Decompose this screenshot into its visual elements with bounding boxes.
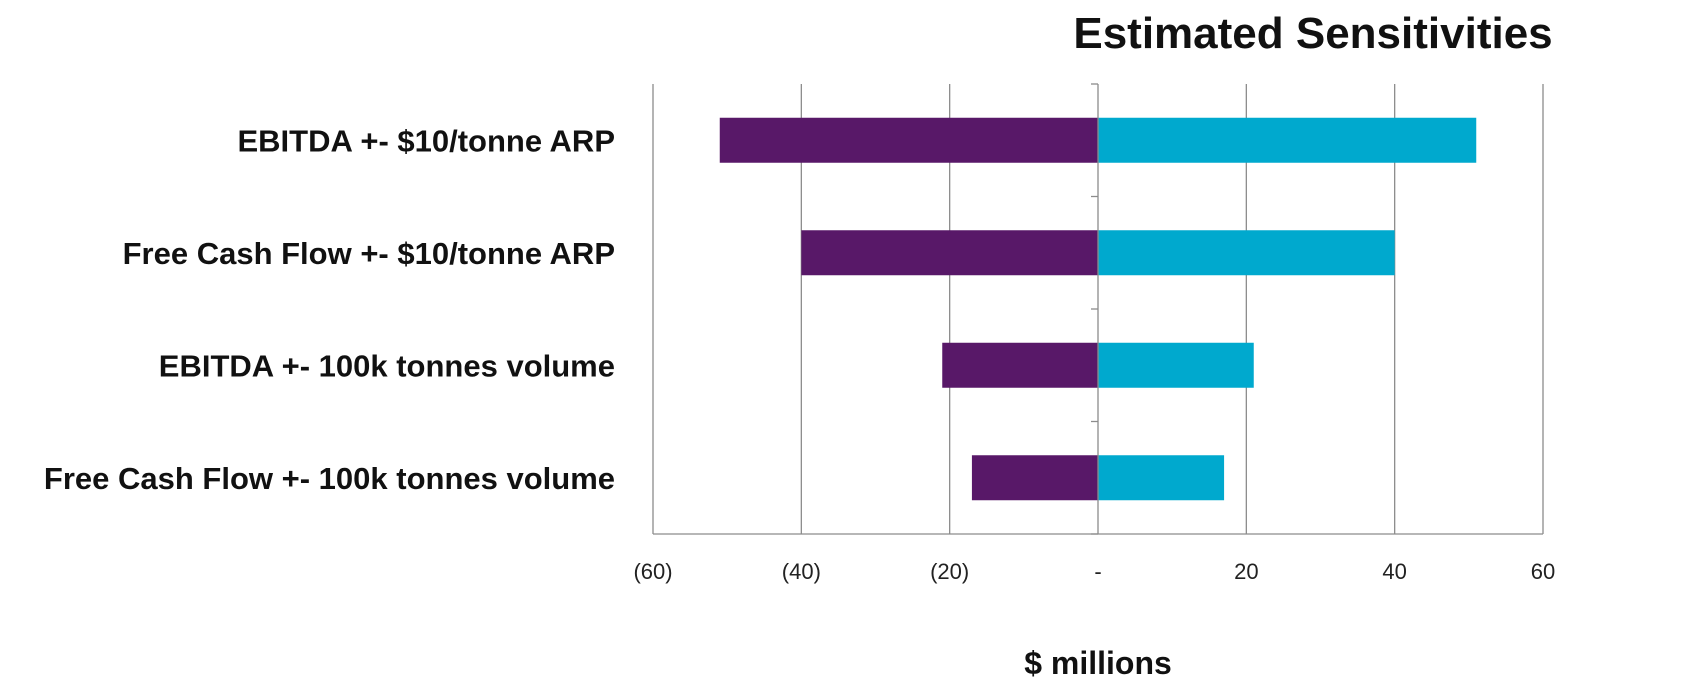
- x-tick-label: (40): [782, 559, 821, 584]
- bars: [719, 117, 1477, 501]
- bar-negative-0: [719, 117, 1098, 163]
- bar-positive-0: [1098, 117, 1477, 163]
- axes: [653, 83, 1543, 535]
- x-axis-title: $ millions: [1024, 645, 1172, 681]
- category-label: Free Cash Flow +- $10/tonne ARP: [123, 236, 615, 271]
- category-labels: EBITDA +- $10/tonne ARP Free Cash Flow +-…: [44, 123, 615, 496]
- tick-labels: (60) (40) (20) - 20 40 60: [633, 559, 1555, 584]
- category-label: EBITDA +- $10/tonne ARP: [237, 123, 615, 158]
- bar-positive-3: [1098, 455, 1225, 501]
- x-tick-label: (20): [930, 559, 969, 584]
- bar-positive-1: [1098, 230, 1395, 276]
- x-tick-label: (60): [633, 559, 672, 584]
- chart-title: Estimated Sensitivities: [1073, 9, 1552, 58]
- x-tick-label: 20: [1234, 559, 1258, 584]
- bar-negative-3: [971, 455, 1098, 501]
- category-label: EBITDA +- 100k tonnes volume: [159, 348, 615, 383]
- category-label: Free Cash Flow +- 100k tonnes volume: [44, 461, 615, 496]
- x-tick-label: -: [1094, 559, 1101, 584]
- x-tick-label: 40: [1382, 559, 1406, 584]
- bar-negative-1: [801, 230, 1098, 276]
- bar-negative-2: [942, 342, 1098, 388]
- x-tick-label: 60: [1531, 559, 1555, 584]
- bar-positive-2: [1098, 342, 1254, 388]
